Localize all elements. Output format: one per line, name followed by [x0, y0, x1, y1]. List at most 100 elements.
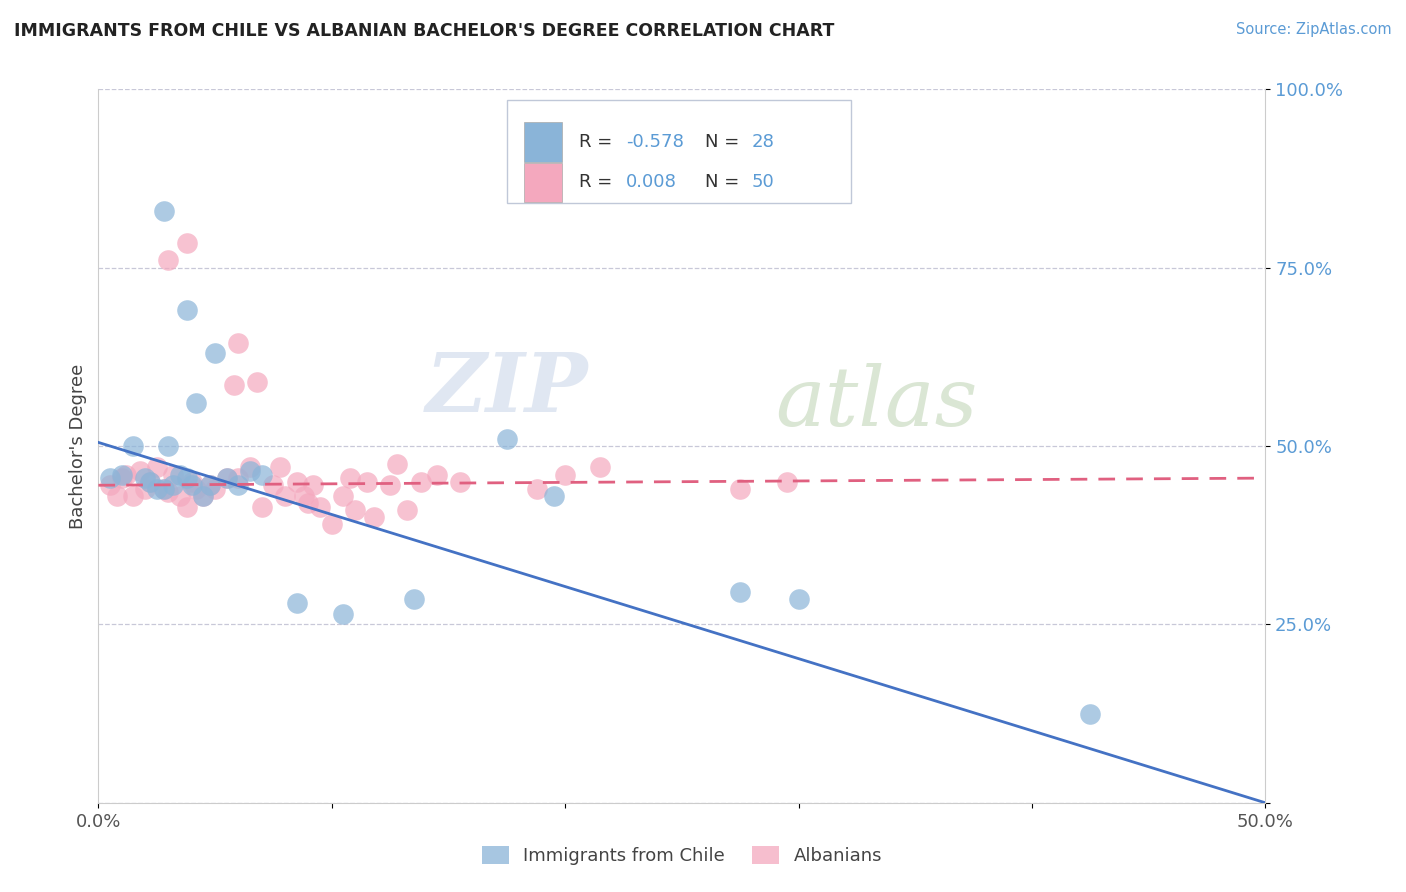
Point — [222, 378, 245, 392]
Bar — [524, 122, 562, 161]
Point — [146, 482, 169, 496]
Point — [180, 475, 202, 489]
Point — [409, 475, 432, 489]
Text: ZIP: ZIP — [426, 349, 589, 429]
Point — [200, 478, 222, 492]
Text: 28: 28 — [752, 133, 775, 151]
Point — [98, 471, 121, 485]
Point — [139, 475, 162, 489]
Point — [98, 478, 121, 492]
Point — [385, 457, 408, 471]
Point — [239, 464, 262, 478]
Point — [363, 510, 385, 524]
Point — [554, 467, 576, 482]
Point — [162, 478, 184, 492]
Point — [157, 439, 180, 453]
Point — [228, 478, 250, 492]
Text: N =: N = — [706, 173, 745, 192]
Point — [321, 517, 343, 532]
Point — [292, 489, 315, 503]
Point — [589, 460, 612, 475]
Text: IMMIGRANTS FROM CHILE VS ALBANIAN BACHELOR'S DEGREE CORRELATION CHART: IMMIGRANTS FROM CHILE VS ALBANIAN BACHEL… — [14, 22, 834, 40]
Point — [169, 489, 191, 503]
Y-axis label: Bachelor's Degree: Bachelor's Degree — [69, 363, 87, 529]
Point — [543, 489, 565, 503]
Point — [176, 471, 198, 485]
Point — [1080, 706, 1102, 721]
Point — [285, 475, 308, 489]
Point — [215, 471, 238, 485]
Point — [186, 396, 208, 410]
Point — [228, 471, 250, 485]
Point — [426, 467, 449, 482]
Point — [146, 460, 169, 475]
Point — [344, 503, 367, 517]
Point — [356, 475, 378, 489]
Point — [250, 467, 273, 482]
Point — [246, 375, 269, 389]
Point — [134, 482, 156, 496]
Point — [200, 478, 222, 492]
Point — [402, 592, 425, 607]
Bar — [524, 163, 562, 202]
Point — [152, 482, 174, 496]
Point — [730, 482, 752, 496]
Point — [302, 478, 325, 492]
Text: R =: R = — [579, 173, 619, 192]
Point — [449, 475, 471, 489]
Point — [105, 489, 128, 503]
Point — [787, 592, 810, 607]
Point — [332, 607, 354, 621]
Point — [134, 471, 156, 485]
Text: R =: R = — [579, 133, 619, 151]
Point — [193, 489, 215, 503]
Point — [139, 475, 162, 489]
Point — [180, 478, 202, 492]
Text: atlas: atlas — [775, 363, 977, 443]
Point — [776, 475, 799, 489]
Point — [204, 482, 226, 496]
Point — [274, 489, 297, 503]
Point — [228, 335, 250, 350]
Point — [526, 482, 548, 496]
Text: 50: 50 — [752, 173, 775, 192]
Point — [239, 460, 262, 475]
FancyBboxPatch shape — [508, 100, 851, 203]
Point — [332, 489, 354, 503]
Text: Source: ZipAtlas.com: Source: ZipAtlas.com — [1236, 22, 1392, 37]
Point — [395, 503, 418, 517]
Point — [115, 467, 138, 482]
Point — [204, 346, 226, 360]
Text: N =: N = — [706, 133, 745, 151]
Legend: Immigrants from Chile, Albanians: Immigrants from Chile, Albanians — [474, 838, 890, 872]
Point — [297, 496, 319, 510]
Point — [186, 482, 208, 496]
Point — [309, 500, 332, 514]
Point — [176, 500, 198, 514]
Point — [193, 489, 215, 503]
Point — [111, 471, 134, 485]
Point — [380, 478, 402, 492]
Point — [262, 478, 284, 492]
Point — [157, 253, 180, 268]
Point — [730, 585, 752, 599]
Point — [122, 489, 145, 503]
Point — [157, 485, 180, 500]
Point — [129, 464, 152, 478]
Point — [176, 235, 198, 250]
Point — [339, 471, 361, 485]
Text: 0.008: 0.008 — [626, 173, 676, 192]
Point — [176, 303, 198, 318]
Point — [215, 471, 238, 485]
Point — [169, 467, 191, 482]
Point — [111, 467, 134, 482]
Text: -0.578: -0.578 — [626, 133, 683, 151]
Point — [152, 203, 174, 218]
Point — [285, 596, 308, 610]
Point — [152, 482, 174, 496]
Point — [122, 439, 145, 453]
Point — [250, 500, 273, 514]
Point — [269, 460, 291, 475]
Point — [162, 467, 184, 482]
Point — [496, 432, 519, 446]
